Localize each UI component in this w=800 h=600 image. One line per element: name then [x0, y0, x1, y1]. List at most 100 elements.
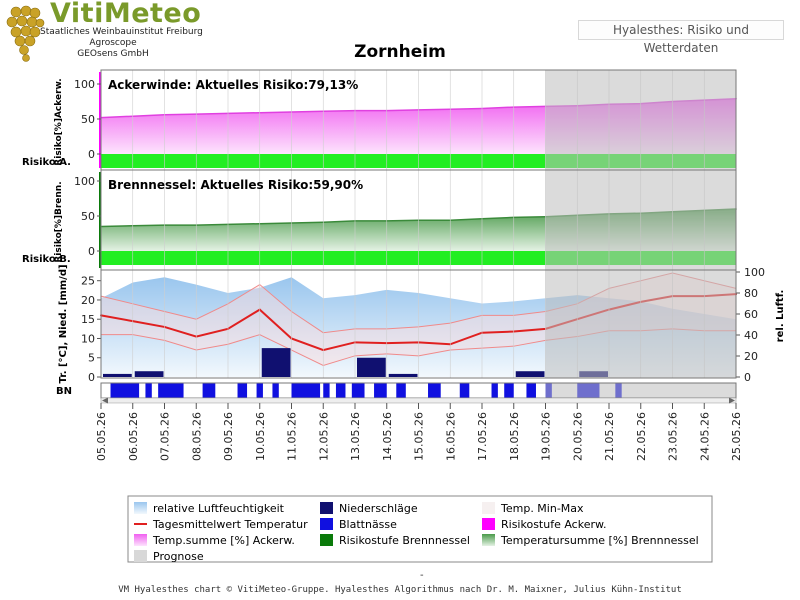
leaf-wetness-bar [291, 383, 321, 398]
vitimeteo-logo: VitiMeteo Staatliches Weinbauinstitut Fr… [2, 0, 203, 64]
x-tick-label: 09.05.26 [222, 412, 235, 461]
x-tick-label: 11.05.26 [286, 412, 299, 461]
x-tick-label: 13.05.26 [349, 412, 362, 461]
leaf-wetness-bar [351, 383, 365, 398]
logo-line-1: Staatliches Weinbauinstitut Freiburg [40, 27, 203, 37]
y-tick-label-ackerwinde: 0 [88, 148, 95, 161]
x-tick-label: 14.05.26 [381, 412, 394, 461]
legend-swatch [320, 518, 333, 530]
logo-title: VitiMeteo [50, 0, 202, 29]
y-tick-label-weather-left: 10 [81, 332, 95, 345]
x-tick-label: 18.05.26 [508, 412, 521, 461]
chart-title: Zornheim [354, 42, 446, 62]
y-tick-label-brennnessel: 100 [74, 175, 95, 188]
x-tick-label: 16.05.26 [444, 412, 457, 461]
legend-label: Blattnässe [339, 518, 397, 531]
leaf-wetness-bar [504, 383, 514, 398]
y-tick-label-weather-right: 40 [744, 329, 758, 342]
logo-line-2: Agroscope [89, 38, 137, 48]
legend-label: Tagesmittelwert Temperatur [152, 518, 308, 531]
leaf-wetness-bar [110, 383, 140, 398]
y-tick-label-weather-right: 0 [744, 371, 751, 384]
x-tick-label: 07.05.26 [159, 412, 172, 461]
x-tick-label: 23.05.26 [667, 412, 680, 461]
panel-label-brennnessel: Brennnessel: Aktuelles Risiko:59,90% [108, 178, 363, 192]
x-tick-label: 10.05.26 [254, 412, 267, 461]
x-tick-label: 15.05.26 [413, 412, 426, 461]
y-tick-label-brennnessel: 0 [88, 245, 95, 258]
y-tick-label-weather-left: 25 [81, 275, 95, 288]
timeline-scrollbar [100, 397, 737, 404]
y-axis-label-weather-right: rel. Luftf. [775, 290, 786, 343]
y-tick-label-weather-left: 15 [81, 313, 95, 326]
legend-label: relative Luftfeuchtigkeit [153, 502, 285, 515]
risk-level-strip-ackerwinde [99, 72, 102, 168]
legend-box [127, 495, 713, 563]
precip-bar [515, 371, 545, 377]
grape-logo-icon [6, 5, 45, 62]
leaf-wetness-bar [491, 383, 498, 398]
legend-label: Risikostufe Brennnessel [339, 534, 470, 547]
footer-credit: VM Hyalesthes chart © VitiMeteo-Gruppe. … [118, 585, 682, 595]
prognose-overlay-bn [545, 383, 736, 398]
y-tick-label-ackerwinde: 100 [74, 78, 95, 91]
leaf-wetness-bar [323, 383, 330, 398]
leaf-wetness-bar [202, 383, 216, 398]
y-tick-label-weather-right: 100 [744, 266, 765, 279]
y-axis-label-weather-left: Tr. [°C], Nied. [mm/d] [58, 264, 69, 383]
leaf-wetness-bar [272, 383, 279, 398]
x-tick-label: 24.05.26 [698, 412, 711, 461]
x-tick-label: 12.05.26 [317, 412, 330, 461]
leaf-wetness-bar [526, 383, 536, 398]
panel-label-ackerwinde: Ackerwinde: Aktuelles Risiko:79,13% [108, 78, 358, 92]
precip-bar [357, 357, 386, 377]
legend-swatch [320, 534, 333, 546]
x-tick-label: 17.05.26 [476, 412, 489, 461]
leaf-wetness-bar [145, 383, 152, 398]
band-label-ackerwinde: Risiko A. [22, 157, 71, 168]
y-tick-label-weather-right: 60 [744, 308, 758, 321]
y-tick-label-brennnessel: 50 [81, 210, 95, 223]
y-axis-label-ackerwinde: Risiko[%]Ackerw. [54, 78, 64, 165]
panel-border [100, 269, 737, 379]
precip-bar [388, 373, 418, 377]
legend-label: Temp.summe [%] Ackerw. [152, 534, 295, 547]
legend-label: Niederschläge [339, 502, 418, 515]
legend-label: Risikostufe Ackerw. [501, 518, 606, 531]
x-tick-label: 08.05.26 [190, 412, 203, 461]
leaf-wetness-bar [374, 383, 387, 398]
y-tick-label-weather-left: 20 [81, 294, 95, 307]
y-tick-label-weather-right: 20 [744, 350, 758, 363]
risk-level-strip-brennnessel [99, 172, 102, 268]
x-tick-label: 19.05.26 [540, 412, 553, 461]
x-tick-label: 21.05.26 [603, 412, 616, 461]
legend-swatch [482, 518, 495, 530]
x-tick-label: 05.05.26 [95, 412, 108, 461]
logo-line-3: GEOsens GmbH [77, 49, 149, 59]
leaf-wetness-bar [459, 383, 470, 398]
scroll-right-arrow-icon [729, 397, 735, 404]
x-tick-label: 22.05.26 [635, 412, 648, 461]
legend-swatch [482, 502, 495, 514]
leaf-wetness-bar [237, 383, 248, 398]
legend-swatch [134, 534, 147, 546]
legend-swatch [134, 550, 147, 562]
leaf-wetness-bar [256, 383, 263, 398]
precip-bar [134, 371, 164, 377]
y-tick-label-weather-left: 0 [88, 371, 95, 384]
band-label-brennnessel: Risiko B. [22, 254, 71, 265]
chart-type-badge: Hyalesthes: Risiko und Wetterdaten [578, 20, 784, 55]
y-axis-label-brennnessel: Risiko[%]Brenn. [54, 181, 64, 262]
precip-bar [261, 348, 291, 377]
legend-swatch [320, 502, 333, 514]
footer-dash: - [420, 570, 424, 581]
y-tick-label-weather-right: 80 [744, 287, 758, 300]
prognose-overlay [545, 70, 736, 378]
y-tick-label-ackerwinde: 50 [81, 113, 95, 126]
y-tick-label-weather-left: 5 [88, 352, 95, 365]
legend-label: Temperatursumme [%] Brennnessel [500, 534, 699, 547]
legend-label: Temp. Min-Max [500, 502, 584, 515]
leaf-wetness-bar [335, 383, 346, 398]
leaf-wetness-bar [396, 383, 406, 398]
legend-swatch [482, 534, 495, 546]
